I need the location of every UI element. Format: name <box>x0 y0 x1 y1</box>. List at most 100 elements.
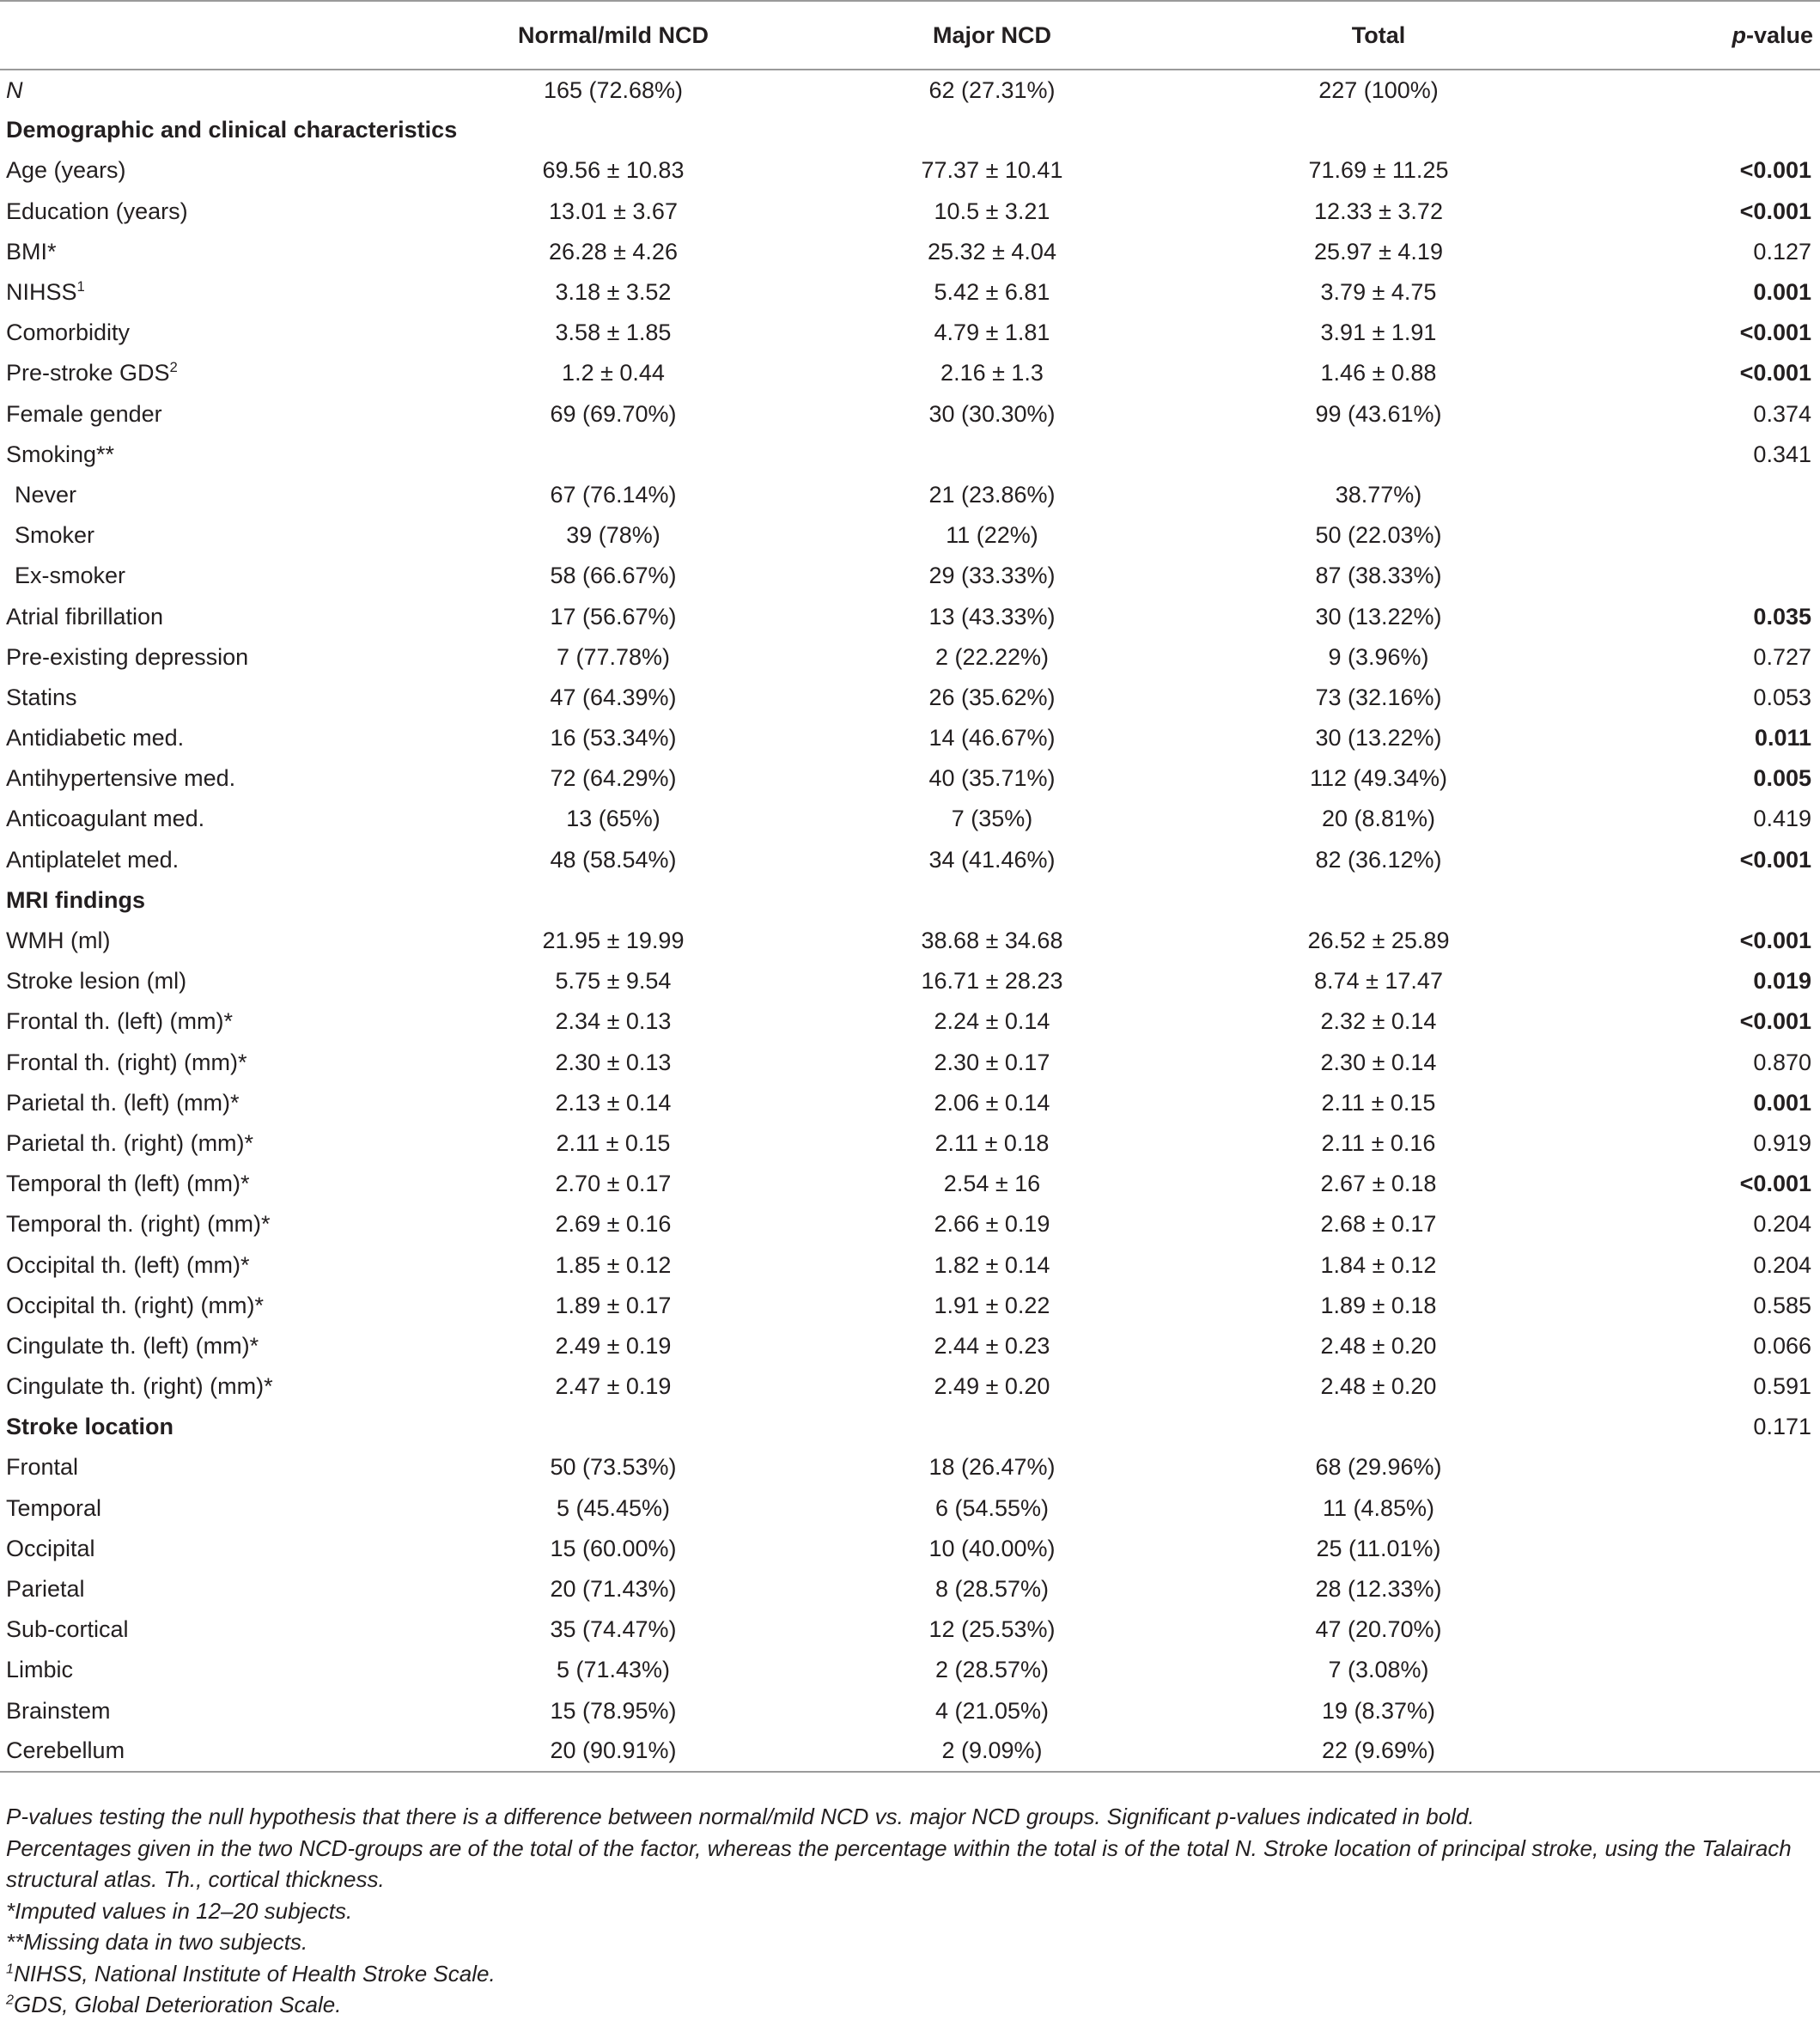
row-label-text: Parietal <box>6 1576 85 1603</box>
cell-total: 1.46 ± 0.88 <box>1320 360 1437 386</box>
table-row: Temporal 5 (45.45%) 6 (54.55%) 11 (4.85%) <box>0 1488 1820 1529</box>
header-major-ncd: Major NCD <box>748 0 1236 70</box>
table-row: Smoking** 0.341 <box>0 435 1820 475</box>
cell-major-ncd: 2.24 ± 0.14 <box>934 1008 1050 1035</box>
table-row: Parietal th. (left) (mm)* 2.13 ± 0.14 2.06… <box>0 1083 1820 1123</box>
cell-normal-mild-ncd: 5 (71.43%) <box>556 1657 671 1683</box>
row-label: Female gender <box>0 394 478 435</box>
cell-major-ncd: 2 (22.22%) <box>934 643 1050 670</box>
table-row: Smoker 39 (78%) 11 (22%) 50 (22.03%) <box>0 515 1820 556</box>
row-label-text: Female gender <box>6 400 162 427</box>
row-label-text: Age (years) <box>6 157 126 184</box>
cell-normal-mild-ncd: 16 (53.34%) <box>550 725 677 751</box>
cell-total: 11 (4.85%) <box>1322 1494 1435 1521</box>
cell-normal-mild-ncd: 165 (72.68%) <box>543 76 684 103</box>
cell-total: 28 (12.33%) <box>1315 1576 1442 1603</box>
header-label-column <box>0 0 478 70</box>
cell-major-ncd <box>748 110 1236 150</box>
footnote-text: *Imputed values in 12–20 subjects. <box>6 1897 353 1924</box>
cell-normal-mild-ncd: 5 (45.45%) <box>556 1494 671 1521</box>
cell-p-value: 0.035 <box>1753 603 1811 630</box>
row-label: Anticoagulant med. <box>0 799 478 839</box>
cell-p-value: 0.204 <box>1753 1251 1811 1278</box>
cell-p-value: 0.419 <box>1753 806 1811 832</box>
cell-major-ncd: 13 (43.33%) <box>928 603 1056 630</box>
cell-major-ncd: 77.37 ± 10.41 <box>921 157 1063 184</box>
cell-major-ncd: 30 (30.30%) <box>928 400 1056 427</box>
row-label: Ex-smoker <box>0 556 478 596</box>
row-label: NIHSS1 <box>0 272 478 313</box>
row-label-text: Anticoagulant med. <box>6 806 205 832</box>
cell-p-value: 0.204 <box>1753 1211 1811 1238</box>
footnote-text: **Missing data in two subjects. <box>6 1929 308 1955</box>
cell-normal-mild-ncd: 26.28 ± 4.26 <box>549 238 678 265</box>
table-header: Normal/mild NCD Major NCD Total p-value <box>0 0 1820 70</box>
header-row: Normal/mild NCD Major NCD Total p-value <box>0 0 1820 70</box>
cell-total: 1.89 ± 0.18 <box>1320 1292 1437 1318</box>
row-label: Frontal <box>0 1447 478 1488</box>
cell-total: 2.11 ± 0.16 <box>1321 1129 1436 1156</box>
cell-major-ncd: 2.30 ± 0.17 <box>934 1049 1050 1075</box>
cell-normal-mild-ncd: 1.85 ± 0.12 <box>555 1251 672 1278</box>
cell-normal-mild-ncd: 17 (56.67%) <box>550 603 677 630</box>
row-label-text: BMI* <box>6 238 57 265</box>
cell-major-ncd: 62 (27.31%) <box>928 76 1056 103</box>
cell-normal-mild-ncd: 20 (71.43%) <box>550 1576 677 1603</box>
row-label: Occipital <box>0 1529 478 1569</box>
cell-normal-mild-ncd: 2.69 ± 0.16 <box>555 1211 672 1238</box>
cell-major-ncd: 2.49 ± 0.20 <box>934 1373 1050 1400</box>
cell-total: 3.91 ± 1.91 <box>1320 319 1437 346</box>
row-label: Parietal <box>0 1569 478 1609</box>
row-label-text: Pre-stroke GDS <box>6 360 170 386</box>
section-row: Stroke location 0.171 <box>0 1407 1820 1447</box>
row-label-text: Sub-cortical <box>6 1616 129 1643</box>
cell-major-ncd: 1.91 ± 0.22 <box>934 1292 1050 1318</box>
cell-p-value <box>1521 1691 1820 1731</box>
cell-major-ncd: 2.54 ± 16 <box>943 1171 1041 1197</box>
row-label-text: Antidiabetic med. <box>6 725 185 751</box>
cell-p-value <box>1521 515 1820 556</box>
row-label: Parietal th. (left) (mm)* <box>0 1083 478 1123</box>
row-label-text: Stroke lesion (ml) <box>6 968 187 995</box>
cell-total: 26.52 ± 25.89 <box>1307 928 1450 954</box>
cell-p-value: 0.001 <box>1753 1089 1811 1116</box>
footnote-number: 2 <box>6 1992 14 2008</box>
row-label: Pre-stroke GDS2 <box>0 353 478 393</box>
cell-p-value <box>1521 110 1820 150</box>
cell-normal-mild-ncd: 67 (76.14%) <box>550 481 677 508</box>
cell-total <box>1236 435 1521 475</box>
row-label: Frontal th. (right) (mm)* <box>0 1043 478 1083</box>
table-row: Atrial fibrillation 17 (56.67%) 13 (43.33%… <box>0 596 1820 636</box>
cell-p-value <box>1521 1488 1820 1529</box>
cell-p-value: <0.001 <box>1739 198 1811 224</box>
header-p-italic: p <box>1732 21 1746 48</box>
row-label: Frontal th. (left) (mm)* <box>0 1001 478 1042</box>
cell-total: 20 (8.81%) <box>1321 806 1436 832</box>
cell-normal-mild-ncd: 2.49 ± 0.19 <box>555 1332 672 1359</box>
row-label-text: MRI findings <box>6 886 145 913</box>
cell-p-value <box>1521 556 1820 596</box>
cell-p-value <box>1521 1650 1820 1690</box>
characteristics-table: Normal/mild NCD Major NCD Total p-value … <box>0 0 1820 1773</box>
cell-total: 3.79 ± 4.75 <box>1320 279 1437 306</box>
cell-major-ncd: 10.5 ± 3.21 <box>934 198 1050 224</box>
table-row: Parietal th. (right) (mm)* 2.11 ± 0.15 2.1… <box>0 1123 1820 1164</box>
table-row: Cingulate th. (left) (mm)* 2.49 ± 0.19 2.4… <box>0 1326 1820 1366</box>
table-row: Pre-stroke GDS2 1.2 ± 0.44 2.16 ± 1.3 1.46 … <box>0 353 1820 393</box>
header-normal-mild-ncd: Normal/mild NCD <box>478 0 748 70</box>
row-label: Limbic <box>0 1650 478 1690</box>
cell-total: 22 (9.69%) <box>1236 1731 1521 1773</box>
table-row: Anticoagulant med. 13 (65%) 7 (35%) 20 (8.8… <box>0 799 1820 839</box>
row-label-text: Never <box>15 481 77 508</box>
cell-normal-mild-ncd: 2.30 ± 0.13 <box>555 1049 672 1075</box>
cell-total: 2.67 ± 0.18 <box>1320 1171 1437 1197</box>
cell-major-ncd: 2 (28.57%) <box>934 1657 1050 1683</box>
cell-normal-mild-ncd: 3.58 ± 1.85 <box>555 319 672 346</box>
row-label-text: Atrial fibrillation <box>6 603 164 630</box>
cell-p-value: 0.011 <box>1754 725 1811 751</box>
footnote-text: P-values testing the null hypothesis tha… <box>6 1804 1475 1829</box>
cell-normal-mild-ncd: 1.89 ± 0.17 <box>555 1292 672 1318</box>
table-row: Stroke lesion (ml) 5.75 ± 9.54 16.71 ± 28.… <box>0 961 1820 1001</box>
cell-total: 227 (100%) <box>1318 76 1439 103</box>
